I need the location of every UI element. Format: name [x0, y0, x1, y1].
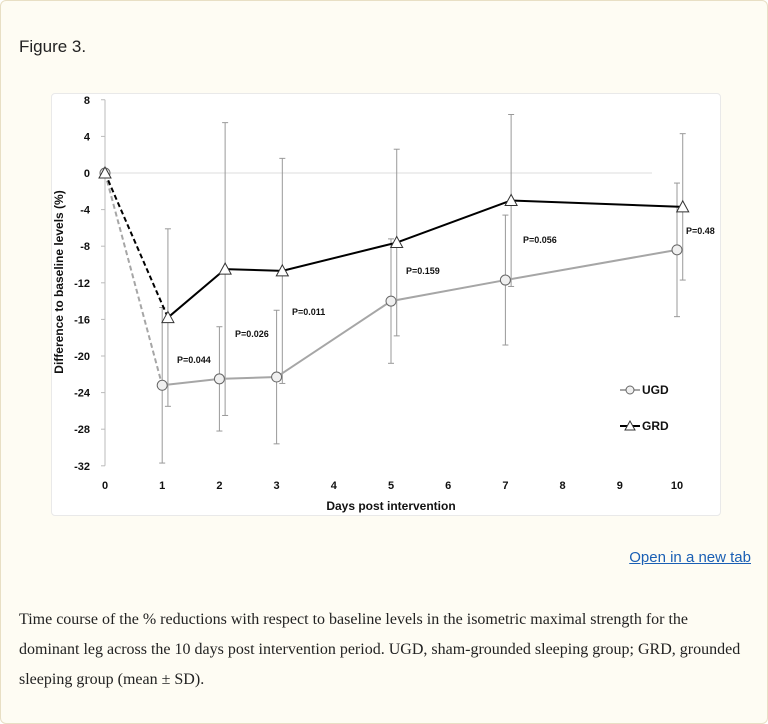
x-tick-label: 9 [617, 480, 623, 492]
p-value-annotation: P=0.044 [177, 355, 211, 365]
y-tick-label: -28 [74, 424, 90, 436]
y-tick-label: 8 [84, 95, 90, 107]
x-tick-label: 6 [445, 480, 451, 492]
data-point-ugd [385, 295, 397, 307]
y-tick-label: -8 [80, 241, 90, 253]
open-in-new-tab-link[interactable]: Open in a new tab [629, 549, 751, 566]
x-axis-title: Days post intervention [326, 499, 455, 513]
data-point-grd [675, 199, 690, 213]
data-point-ugd [156, 379, 168, 391]
y-tick-label: 4 [84, 131, 91, 143]
data-point-grd [504, 193, 518, 206]
p-value-annotation: P=0.159 [406, 266, 440, 276]
p-value-annotation: P=0.026 [235, 329, 269, 339]
x-tick-label: 5 [388, 480, 394, 492]
legend-label-grd: GRD [642, 419, 669, 433]
data-point-grd [389, 235, 404, 249]
x-tick-label: 7 [502, 480, 508, 492]
y-tick-label: -12 [74, 278, 90, 290]
y-axis-title: Difference to baseline levels (%) [52, 190, 66, 373]
y-tick-label: 0 [84, 168, 90, 180]
chart: 8 4 0 -4 -8 -12 -16 -20 -24 -28 -32 0 1 2 3 4 5 6 7 8 9 10 Day… [51, 93, 721, 516]
y-tick-label: -4 [80, 205, 91, 217]
x-tick-label: 3 [274, 480, 280, 492]
x-tick-label: 1 [159, 480, 165, 492]
y-tick-label: -20 [74, 351, 90, 363]
legend-label-ugd: UGD [642, 383, 669, 397]
x-tick-label: 10 [671, 480, 683, 492]
data-point-grd [275, 263, 290, 277]
legend-marker-circle [625, 385, 635, 395]
data-point-grd [161, 310, 175, 324]
data-point-ugd [271, 371, 283, 383]
data-point-ugd [671, 244, 683, 256]
data-point-grd [218, 262, 232, 275]
y-tick-label: -24 [74, 388, 91, 400]
p-value-annotation: P=0.011 [292, 307, 325, 317]
y-tick-label: -32 [74, 461, 90, 473]
data-point-grd [98, 165, 112, 179]
x-tick-label: 8 [560, 480, 566, 492]
figure-title: Figure 3. [19, 37, 87, 56]
x-tick-label: 4 [331, 480, 338, 492]
series-line-dashed-grd [104, 172, 169, 318]
x-tick-label: 0 [102, 480, 108, 492]
legend-marker-triangle [624, 419, 636, 431]
data-point-ugd [213, 373, 225, 385]
data-point-ugd [499, 274, 511, 286]
p-value-annotation: P=0.056 [523, 235, 557, 245]
series-line-ugd [162, 248, 678, 387]
figure-caption: Time course of the % reductions with res… [19, 611, 741, 688]
series-line-grd [167, 199, 683, 319]
chart-svg: 8 4 0 -4 -8 -12 -16 -20 -24 -28 -32 0 1 2 3 4 5 6 7 8 9 10 Day… [52, 95, 715, 513]
x-tick-label: 2 [216, 480, 222, 492]
series-line-dashed-ugd [104, 172, 164, 386]
y-tick-label: -16 [74, 314, 90, 326]
p-value-annotation: P=0.48 [686, 226, 715, 236]
